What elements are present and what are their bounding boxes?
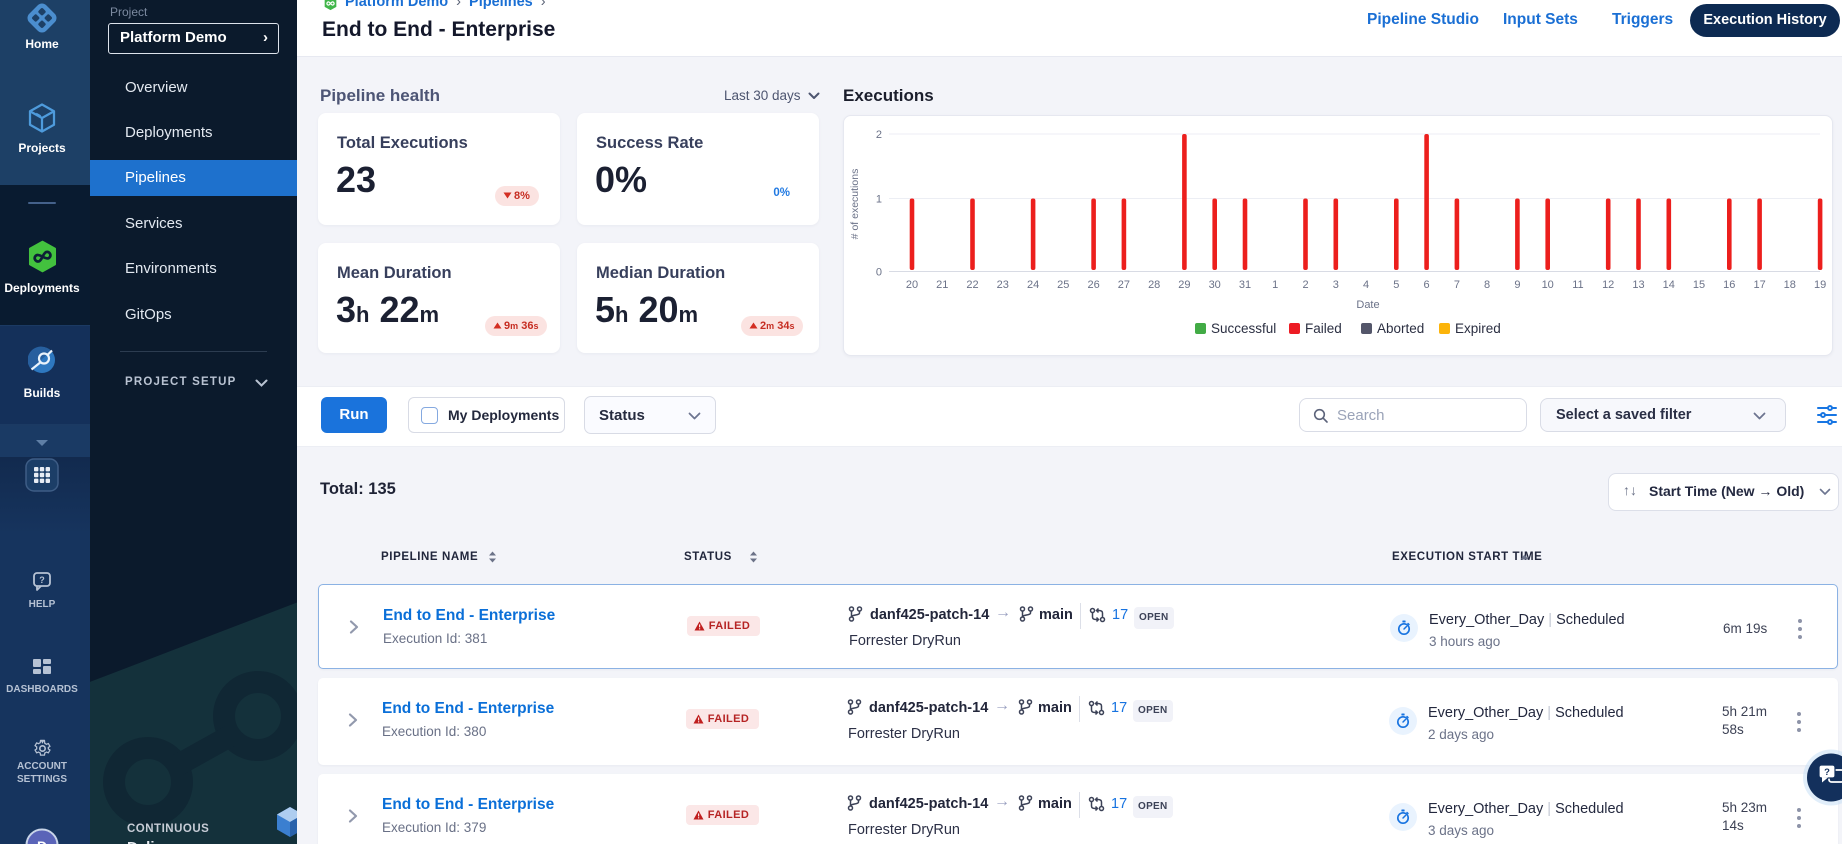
- svg-text:11: 11: [1572, 279, 1583, 291]
- svg-text:Expired: Expired: [1455, 321, 1501, 336]
- svg-text:19: 19: [1814, 279, 1826, 291]
- svg-text:13: 13: [1632, 279, 1644, 291]
- svg-text:Successful: Successful: [1211, 321, 1276, 336]
- svg-text:31: 31: [1239, 279, 1251, 291]
- svg-text:4: 4: [1363, 279, 1369, 291]
- svg-text:Aborted: Aborted: [1377, 321, 1424, 336]
- svg-text:22: 22: [966, 279, 978, 291]
- svg-text:0: 0: [876, 267, 882, 279]
- svg-text:21: 21: [936, 279, 948, 291]
- svg-text:18: 18: [1784, 279, 1796, 291]
- svg-text:15: 15: [1693, 279, 1705, 291]
- svg-text:6: 6: [1424, 279, 1430, 291]
- svg-text:2: 2: [876, 129, 882, 141]
- svg-text:?: ?: [39, 575, 45, 585]
- svg-text:1: 1: [876, 194, 882, 206]
- svg-text:?: ?: [1824, 767, 1830, 778]
- svg-text:9: 9: [1514, 279, 1520, 291]
- svg-text:24: 24: [1027, 279, 1039, 291]
- svg-text:16: 16: [1723, 279, 1735, 291]
- svg-text:Failed: Failed: [1305, 321, 1342, 336]
- svg-text:1: 1: [1272, 279, 1278, 291]
- svg-text:7: 7: [1454, 279, 1460, 291]
- svg-text:12: 12: [1602, 279, 1614, 291]
- svg-text:3: 3: [1333, 279, 1339, 291]
- svg-text:14: 14: [1663, 279, 1675, 291]
- svg-text:23: 23: [997, 279, 1009, 291]
- svg-text:Date: Date: [1356, 299, 1379, 311]
- svg-text:30: 30: [1209, 279, 1221, 291]
- svg-text:28: 28: [1148, 279, 1160, 291]
- svg-text:17: 17: [1753, 279, 1765, 291]
- svg-text:2: 2: [1302, 279, 1308, 291]
- svg-text:8: 8: [1484, 279, 1490, 291]
- svg-text:27: 27: [1118, 279, 1130, 291]
- svg-text:20: 20: [906, 279, 918, 291]
- svg-text:25: 25: [1057, 279, 1069, 291]
- svg-text:29: 29: [1178, 279, 1190, 291]
- svg-text:10: 10: [1542, 279, 1554, 291]
- svg-text:5: 5: [1393, 279, 1399, 291]
- svg-text:# of executions: # of executions: [849, 169, 861, 240]
- svg-text:26: 26: [1087, 279, 1099, 291]
- svg-text:D: D: [37, 838, 47, 844]
